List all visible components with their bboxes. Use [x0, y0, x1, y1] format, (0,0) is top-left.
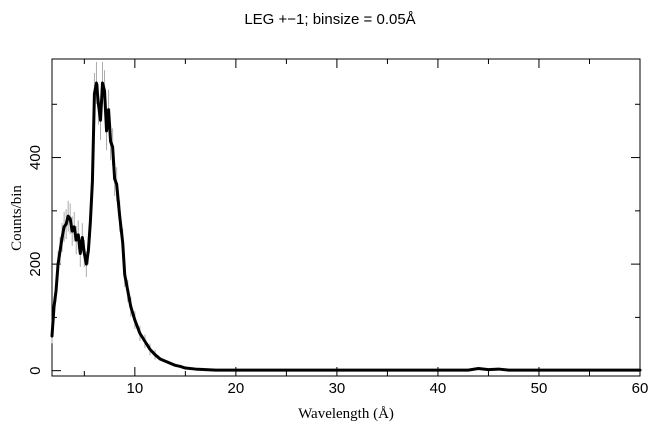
x-tick-label: 40 [430, 380, 447, 397]
x-tick-label: 60 [632, 380, 649, 397]
plot-frame [51, 58, 641, 377]
x-axis-label: Wavelength (Å) [298, 406, 394, 422]
chart-title: LEG +−1; binsize = 0.05Å [244, 11, 415, 28]
x-tick-label: 30 [329, 380, 346, 397]
x-tick-label: 50 [531, 380, 548, 397]
error-bars-group [51, 61, 156, 360]
y-axis-label: Counts/bin [9, 185, 25, 251]
y-tick-label: 0 [27, 367, 44, 375]
y-tick-label: 400 [27, 145, 44, 170]
x-tick-label: 10 [127, 380, 144, 397]
series-line [50, 81, 642, 372]
y-tick-label: 200 [27, 252, 44, 277]
x-tick-label: 20 [228, 380, 245, 397]
tick-group: 10 20 30 40 50 60 0 200 400 [27, 59, 648, 397]
